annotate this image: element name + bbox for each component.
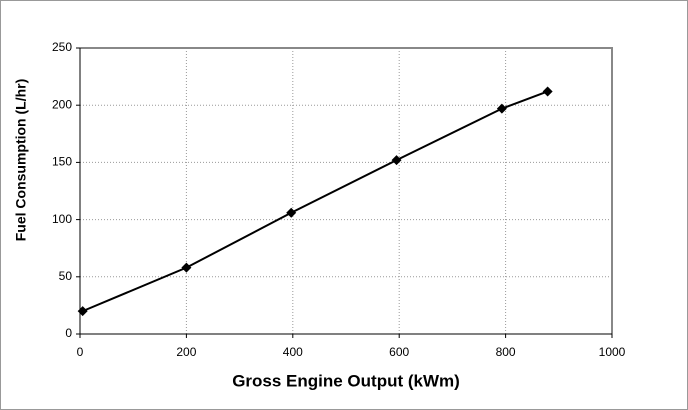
y-tick-label: 50 (59, 269, 73, 283)
x-tick-label: 600 (389, 345, 409, 359)
x-tick-label: 0 (77, 345, 84, 359)
x-tick-label: 1000 (599, 345, 626, 359)
data-point (542, 86, 553, 97)
y-tick-label: 250 (52, 40, 72, 54)
data-point (391, 155, 402, 166)
y-axis-title: Fuel Consumption (L/hr) (13, 79, 29, 242)
x-tick-label: 400 (283, 345, 303, 359)
axes (79, 48, 612, 335)
x-axis-title: Gross Engine Output (kWm) (232, 371, 460, 390)
data-point (496, 103, 507, 114)
data-point (181, 262, 192, 273)
data-point (77, 306, 88, 317)
x-tick-label: 200 (176, 345, 196, 359)
data-point (286, 207, 297, 218)
plot-frame (80, 47, 613, 334)
series-line (82, 90, 548, 313)
y-tick-label: 100 (52, 212, 72, 226)
y-tick-label: 200 (52, 97, 72, 111)
y-tick-label: 0 (65, 326, 72, 340)
y-tick-label: 150 (52, 155, 72, 169)
x-tick-label: 800 (496, 345, 516, 359)
